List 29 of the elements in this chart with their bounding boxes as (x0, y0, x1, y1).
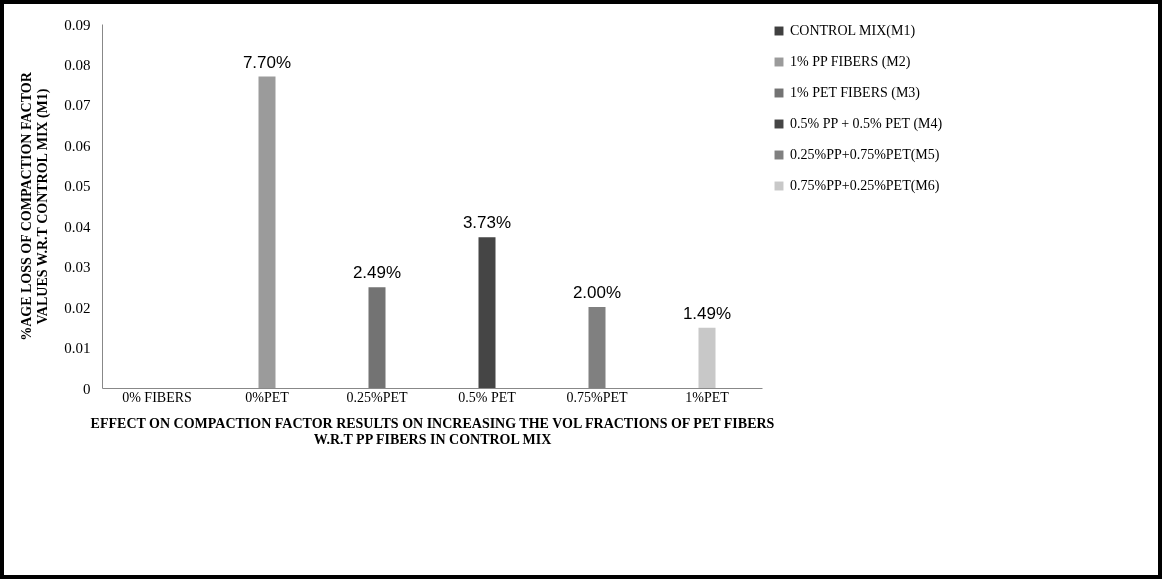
y-tick-label: 0.09 (64, 16, 91, 33)
y-tick-label: 0.06 (64, 137, 91, 154)
y-axis-title: %AGE LOSS OF COMPACTION FACTOR VALUES W.R.T CONTROL MIX (M1) (19, 71, 52, 341)
y-tick-label: 0.01 (64, 340, 91, 357)
legend-label: 0.5% PP + 0.5% PET (M4) (790, 116, 943, 132)
legend-label: 0.75%PP+0.25%PET(M6) (790, 178, 940, 194)
data-label: 3.73% (462, 213, 512, 233)
legend-label: 1% PP FIBERS (M2) (790, 54, 911, 70)
y-tick-label: 0.04 (64, 218, 91, 235)
x-axis-title: EFFECT ON COMPACTION FACTOR RESULTS ON INCREASING THE VOL FRACTIONS OF PET FIBERS W.R.T PP FIBERS IN CONTROL MIX (90, 415, 775, 447)
data-label: 7.70% (242, 52, 292, 72)
y-tick-label: 0.07 (64, 97, 91, 114)
x-tick-label: 0.25%PET (346, 389, 408, 405)
x-tick-label: 0%PET (245, 389, 290, 405)
x-tick-label: 1%PET (685, 389, 730, 405)
data-label: 2.00% (572, 283, 622, 303)
x-tick-label: 0% FIBERS (122, 389, 192, 405)
legend-label: CONTROL MIX(M1) (790, 23, 916, 39)
y-tick-label: 0.02 (64, 299, 91, 316)
x-tick-label: 0.5% PET (458, 389, 517, 405)
y-tick-label: 0.03 (64, 259, 91, 276)
y-tick-label: 0.08 (64, 56, 91, 73)
legend-label: 0.25%PP+0.75%PET(M5) (790, 147, 940, 163)
y-tick-label: 0 (83, 380, 91, 397)
data-label: 2.49% (352, 263, 402, 283)
legend-label: 1% PET FIBERS (M3) (790, 85, 921, 101)
data-label: 1.49% (682, 303, 732, 323)
y-tick-label: 0.05 (64, 178, 91, 195)
x-tick-label: 0.75%PET (566, 389, 628, 405)
